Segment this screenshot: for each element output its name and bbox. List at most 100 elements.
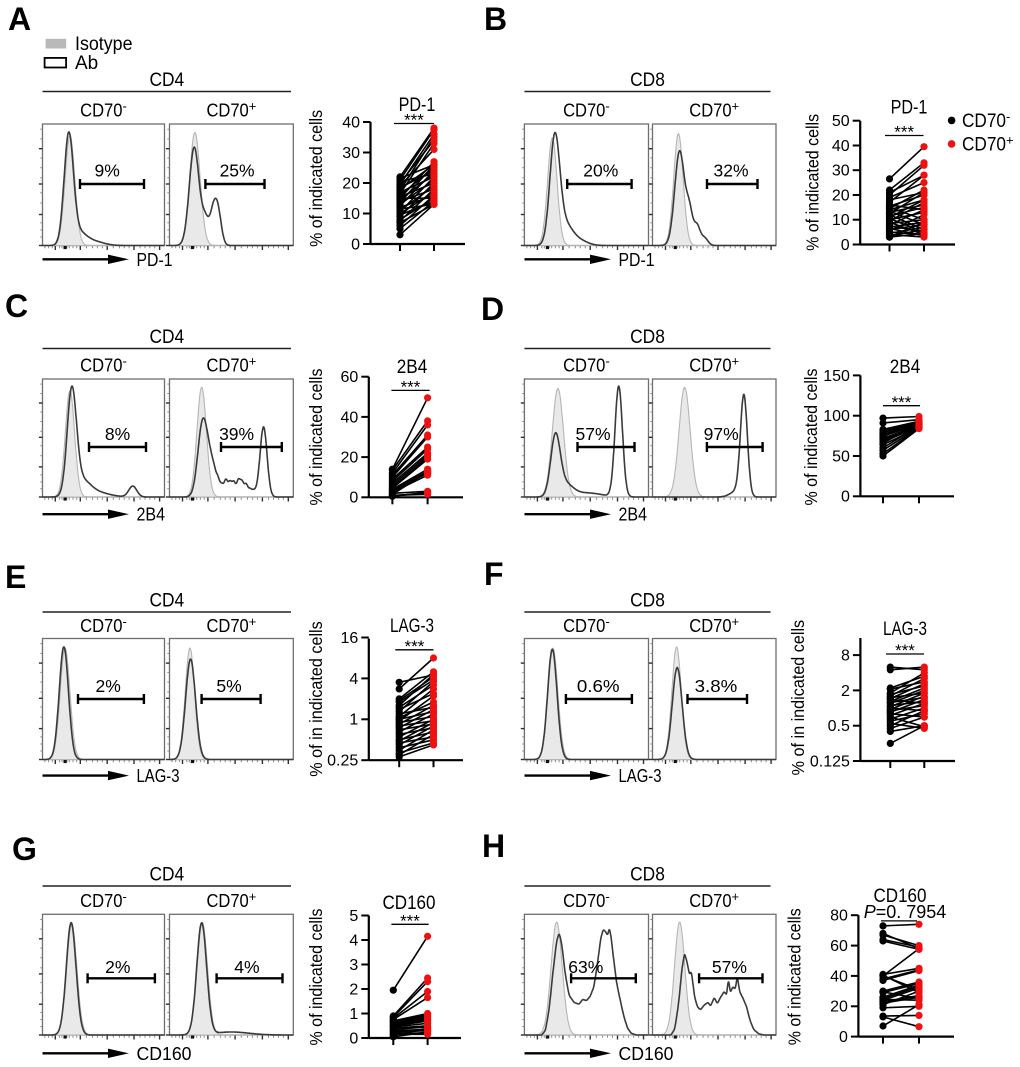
svg-text:40: 40 (342, 114, 360, 131)
svg-text:C: C (5, 288, 28, 324)
svg-text:0: 0 (841, 237, 850, 254)
svg-text:30: 30 (342, 145, 360, 162)
svg-text:20: 20 (832, 187, 850, 204)
svg-text:PD-1: PD-1 (619, 249, 655, 270)
svg-text:2B4: 2B4 (137, 504, 166, 525)
svg-text:10: 10 (832, 212, 850, 229)
svg-text:CD70+: CD70+ (689, 614, 739, 636)
svg-text:D: D (481, 291, 504, 327)
svg-text:CD4: CD4 (149, 865, 184, 886)
svg-text:CD70-: CD70- (80, 614, 127, 636)
svg-text:% of indicated cells: % of indicated cells (803, 114, 823, 251)
svg-text:Ab: Ab (75, 53, 98, 74)
svg-text:9%: 9% (95, 161, 120, 181)
svg-text:CD70+: CD70+ (206, 354, 256, 376)
svg-text:0.25: 0.25 (327, 753, 358, 770)
svg-text:3.8%: 3.8% (695, 676, 738, 696)
svg-text:CD70+: CD70+ (206, 889, 256, 911)
svg-text:CD70+: CD70+ (206, 614, 256, 636)
svg-text:CD70-: CD70- (80, 354, 127, 376)
svg-text:LAG-3: LAG-3 (137, 765, 180, 786)
svg-text:P=0. 7954: P=0. 7954 (864, 902, 947, 922)
svg-text:CD160: CD160 (619, 1043, 674, 1064)
svg-text:2: 2 (841, 683, 850, 700)
svg-text:63%: 63% (568, 957, 603, 977)
svg-text:40: 40 (830, 968, 848, 985)
svg-text:G: G (12, 831, 37, 867)
svg-text:20: 20 (342, 175, 360, 192)
svg-text:4: 4 (349, 671, 358, 688)
svg-text:F: F (484, 556, 504, 592)
svg-text:CD70-: CD70- (80, 99, 127, 121)
svg-text:CD160: CD160 (383, 893, 436, 914)
svg-text:100: 100 (823, 408, 850, 425)
svg-text:CD160: CD160 (874, 886, 927, 907)
svg-text:40: 40 (341, 409, 359, 426)
svg-text:B: B (484, 1, 507, 37)
svg-text:0: 0 (839, 1029, 848, 1046)
svg-text:***: *** (895, 641, 915, 660)
svg-text:LAG-3: LAG-3 (619, 765, 662, 786)
svg-text:% of in indicated cells: % of in indicated cells (306, 621, 326, 777)
svg-text:CD70-: CD70- (563, 99, 610, 121)
svg-text:2B4: 2B4 (397, 357, 428, 378)
svg-text:57%: 57% (575, 424, 610, 444)
svg-text:LAG-3: LAG-3 (390, 616, 434, 637)
svg-text:CD70-: CD70- (80, 889, 127, 911)
svg-text:150: 150 (823, 368, 850, 385)
svg-text:3: 3 (349, 957, 358, 974)
svg-text:PD-1: PD-1 (399, 95, 436, 116)
svg-text:CD8: CD8 (630, 327, 665, 348)
svg-text:2B4: 2B4 (890, 357, 921, 378)
svg-text:***: *** (400, 912, 420, 931)
svg-text:% of indicated cells: % of indicated cells (306, 908, 326, 1045)
svg-text:25%: 25% (220, 161, 255, 181)
svg-text:E: E (5, 559, 26, 595)
svg-text:A: A (8, 1, 31, 37)
svg-text:8: 8 (841, 648, 850, 665)
svg-text:2B4: 2B4 (619, 504, 648, 525)
svg-text:16: 16 (341, 630, 359, 647)
svg-text:50: 50 (832, 448, 850, 465)
svg-text:Isotype: Isotype (75, 34, 133, 55)
svg-text:0.6%: 0.6% (577, 676, 620, 696)
svg-text:0: 0 (841, 489, 850, 506)
svg-text:CD4: CD4 (149, 591, 184, 612)
svg-text:CD70+: CD70+ (689, 354, 739, 376)
svg-text:32%: 32% (713, 161, 748, 181)
svg-text:8%: 8% (105, 424, 130, 444)
svg-text:60: 60 (341, 369, 359, 386)
svg-text:***: *** (892, 393, 912, 412)
svg-text:4%: 4% (234, 957, 259, 977)
svg-text:***: *** (404, 111, 424, 130)
svg-text:20: 20 (341, 450, 359, 467)
svg-text:40: 40 (832, 138, 850, 155)
svg-text:***: *** (401, 378, 421, 397)
svg-text:20%: 20% (583, 161, 618, 181)
svg-text:2%: 2% (96, 676, 121, 696)
svg-text:CD8: CD8 (630, 591, 665, 612)
svg-text:PD-1: PD-1 (137, 249, 173, 270)
svg-text:LAG-3: LAG-3 (883, 619, 927, 640)
svg-text:0.5: 0.5 (828, 718, 850, 735)
svg-text:2%: 2% (105, 957, 130, 977)
svg-text:97%: 97% (704, 424, 739, 444)
svg-text:0.125: 0.125 (810, 753, 850, 770)
svg-text:1: 1 (349, 712, 358, 729)
svg-text:CD70+: CD70+ (689, 889, 739, 911)
svg-text:H: H (482, 828, 505, 864)
svg-text:% of indicated cells: % of indicated cells (306, 368, 326, 505)
svg-text:57%: 57% (712, 957, 747, 977)
svg-text:***: *** (894, 123, 914, 142)
svg-text:30: 30 (832, 163, 850, 180)
svg-text:% of indicated cells: % of indicated cells (306, 110, 326, 247)
svg-text:CD4: CD4 (149, 327, 184, 348)
svg-text:CD4: CD4 (149, 70, 184, 91)
svg-text:4: 4 (349, 932, 358, 949)
svg-text:% of in indicated cells: % of in indicated cells (788, 620, 808, 776)
svg-text:2: 2 (349, 981, 358, 998)
svg-text:CD70+: CD70+ (689, 99, 739, 121)
svg-text:PD-1: PD-1 (891, 98, 928, 119)
svg-text:1: 1 (349, 1006, 358, 1023)
svg-text:CD70+: CD70+ (206, 99, 256, 121)
